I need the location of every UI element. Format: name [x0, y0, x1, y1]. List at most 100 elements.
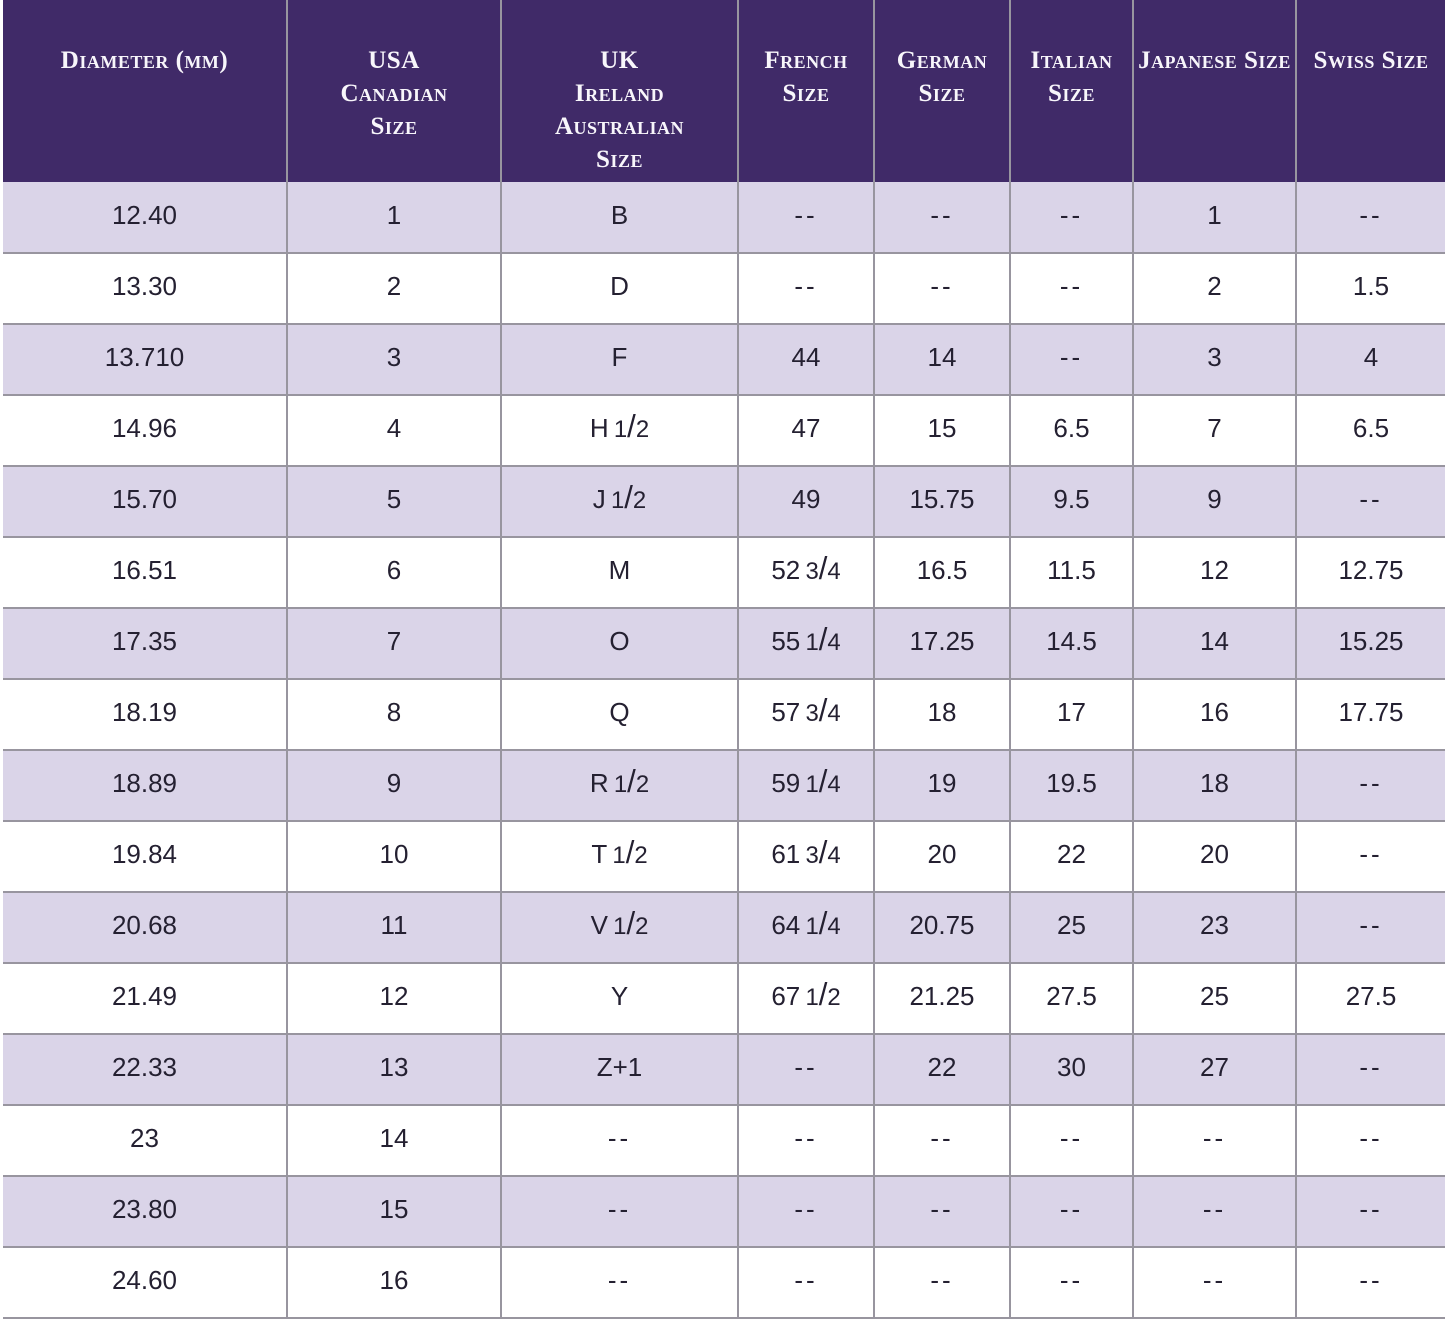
cell-diameter: 18.19	[3, 678, 288, 750]
cell-japanese: 3	[1133, 323, 1297, 395]
empty-cell-marker: --	[930, 1123, 954, 1153]
empty-cell-marker: --	[1059, 1194, 1084, 1224]
empty-cell-marker: --	[794, 199, 818, 230]
cell-usa-canadian: 6	[287, 536, 502, 608]
cell-diameter: 16.51	[3, 536, 288, 608]
cell-uk-ireland-australian: V 1/2	[501, 891, 739, 963]
cell-german: 20	[874, 820, 1011, 892]
cell-french: --	[738, 252, 875, 324]
empty-cell-marker: --	[1359, 1052, 1383, 1082]
cell-usa-canadian: 9	[287, 749, 502, 821]
cell-uk-ireland-australian: Q	[501, 678, 739, 750]
cell-swiss: --	[1296, 182, 1445, 253]
cell-swiss: 12.75	[1296, 536, 1445, 608]
table-row: 16.51 6 M 52 3/4 16.5 11.5 12 12.75	[3, 536, 1445, 608]
empty-cell-marker: --	[1202, 1123, 1227, 1153]
cell-japanese: 9	[1133, 465, 1297, 537]
cell-french: 47	[738, 394, 875, 466]
header-row: Diameter (mm) USA Canadian Size UK Irela…	[3, 0, 1445, 182]
empty-cell-marker: --	[607, 1123, 632, 1153]
cell-usa-canadian: 13	[287, 1033, 502, 1105]
cell-french: 55 1/4	[738, 607, 875, 679]
cell-italian: 9.5	[1010, 465, 1134, 537]
empty-cell-marker: --	[930, 271, 954, 301]
cell-uk-ireland-australian: B	[501, 182, 739, 253]
table-row: 17.35 7 O 55 1/4 17.25 14.5 14 15.25	[3, 607, 1445, 679]
cell-german: 19	[874, 749, 1011, 821]
table-row: 14.96 4 H 1/2 47 15 6.5 7 6.5	[3, 394, 1445, 466]
cell-swiss: --	[1296, 820, 1445, 892]
fraction-value: 1/2	[612, 835, 648, 870]
cell-uk-ireland-australian: Z+1	[501, 1033, 739, 1105]
cell-diameter: 20.68	[3, 891, 288, 963]
cell-uk-ireland-australian: M	[501, 536, 739, 608]
empty-cell-marker: --	[1359, 839, 1383, 869]
cell-french: 64 1/4	[738, 891, 875, 963]
cell-french: 67 1/2	[738, 962, 875, 1034]
cell-french: 59 1/4	[738, 749, 875, 821]
cell-uk-ireland-australian: --	[501, 1104, 739, 1176]
cell-diameter: 23	[3, 1104, 288, 1176]
empty-cell-marker: --	[1059, 271, 1084, 301]
empty-cell-marker: --	[1359, 1265, 1383, 1295]
cell-italian: 19.5	[1010, 749, 1134, 821]
empty-cell-marker: --	[1059, 342, 1084, 372]
cell-usa-canadian: 10	[287, 820, 502, 892]
column-header-french: French Size	[738, 0, 875, 182]
cell-french: 44	[738, 323, 875, 395]
cell-japanese: 14	[1133, 607, 1297, 679]
cell-german: 17.25	[874, 607, 1011, 679]
fraction-value: 1/2	[613, 764, 650, 799]
cell-swiss: --	[1296, 465, 1445, 537]
cell-uk-ireland-australian: D	[501, 252, 739, 324]
cell-italian: 22	[1010, 820, 1134, 892]
cell-uk-ireland-australian: --	[501, 1246, 739, 1319]
cell-german: 22	[874, 1033, 1011, 1105]
cell-usa-canadian: 8	[287, 678, 502, 750]
fraction-value: 1/4	[805, 764, 841, 799]
cell-german: 20.75	[874, 891, 1011, 963]
cell-german: --	[874, 182, 1011, 253]
cell-italian: --	[1010, 323, 1134, 395]
cell-japanese: 1	[1133, 182, 1297, 253]
cell-german: --	[874, 1175, 1011, 1247]
cell-usa-canadian: 2	[287, 252, 502, 324]
table-row: 18.89 9 R 1/2 59 1/4 19 19.5 18 --	[3, 749, 1445, 821]
cell-french: --	[738, 1033, 875, 1105]
cell-japanese: 25	[1133, 962, 1297, 1034]
cell-german: --	[874, 252, 1011, 324]
cell-diameter: 14.96	[3, 394, 288, 466]
cell-swiss: --	[1296, 749, 1445, 821]
fraction-value: 1/4	[805, 906, 841, 941]
cell-uk-ireland-australian: H 1/2	[501, 394, 739, 466]
table-row: 21.49 12 Y 67 1/2 21.25 27.5 25 27.5	[3, 962, 1445, 1034]
table-row: 19.84 10 T 1/2 61 3/4 20 22 20 --	[3, 820, 1445, 892]
cell-diameter: 22.33	[3, 1033, 288, 1105]
empty-cell-marker: --	[794, 1194, 818, 1224]
table-row: 23.80 15 -- -- -- -- -- --	[3, 1175, 1445, 1247]
cell-diameter: 19.84	[3, 820, 288, 892]
empty-cell-marker: --	[794, 1123, 818, 1153]
cell-french: 61 3/4	[738, 820, 875, 892]
cell-italian: --	[1010, 1246, 1134, 1319]
empty-cell-marker: --	[930, 1265, 954, 1295]
column-header-german: German Size	[874, 0, 1011, 182]
column-header-swiss: Swiss Size	[1296, 0, 1445, 182]
cell-italian: --	[1010, 182, 1134, 253]
empty-cell-marker: --	[1359, 768, 1383, 798]
cell-french: --	[738, 182, 875, 253]
cell-japanese: --	[1133, 1175, 1297, 1247]
table-row: 13.710 3 F 44 14 -- 3 4	[3, 323, 1445, 395]
cell-japanese: 18	[1133, 749, 1297, 821]
cell-usa-canadian: 3	[287, 323, 502, 395]
cell-italian: 11.5	[1010, 536, 1134, 608]
cell-italian: 6.5	[1010, 394, 1134, 466]
table-row: 15.70 5 J 1/2 49 15.75 9.5 9 --	[3, 465, 1445, 537]
cell-swiss: 17.75	[1296, 678, 1445, 750]
cell-italian: --	[1010, 252, 1134, 324]
table-row: 13.30 2 D -- -- -- 2 1.5	[3, 252, 1445, 324]
fraction-value: 1/4	[805, 622, 841, 657]
cell-uk-ireland-australian: --	[501, 1175, 739, 1247]
empty-cell-marker: --	[1359, 199, 1383, 230]
empty-cell-marker: --	[1202, 1194, 1227, 1224]
